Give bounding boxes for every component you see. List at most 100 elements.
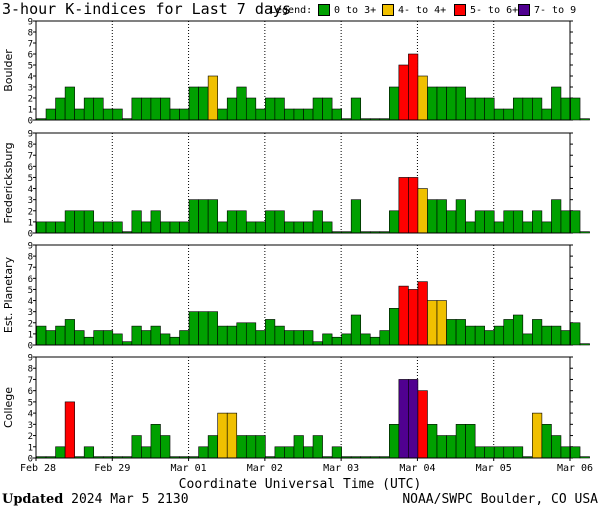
kindex-bar bbox=[112, 333, 123, 346]
kindex-bar bbox=[484, 446, 495, 459]
kindex-bar bbox=[350, 97, 362, 121]
y-tick-label: 4 bbox=[28, 73, 33, 83]
kindex-bar bbox=[579, 343, 590, 346]
kindex-bar bbox=[55, 221, 66, 234]
kindex-bar bbox=[274, 325, 285, 346]
updated-stamp: Updated 2024 Mar 5 2130 bbox=[2, 492, 189, 507]
y-tick-label: 3 bbox=[28, 196, 33, 206]
kindex-bar bbox=[245, 322, 257, 346]
kindex-bar bbox=[102, 330, 114, 346]
kindex-bar bbox=[226, 97, 238, 121]
kindex-bar bbox=[560, 210, 571, 234]
kindex-bar bbox=[226, 210, 238, 234]
kindex-bar bbox=[427, 199, 438, 234]
kindex-bar bbox=[446, 319, 457, 346]
kindex-chart: 0123456789Boulder0123456789Fredericksbur… bbox=[2, 18, 593, 475]
kindex-bar bbox=[217, 108, 228, 121]
y-tick-label: 2 bbox=[28, 432, 33, 442]
kindex-bar bbox=[83, 210, 95, 234]
kindex-bar bbox=[226, 412, 238, 459]
kindex-bar bbox=[236, 322, 247, 346]
y-tick-label: 4 bbox=[28, 185, 33, 195]
kindex-bar bbox=[179, 108, 190, 121]
y-tick-label: 2 bbox=[28, 319, 33, 329]
legend-item-red: 5- to 6+ bbox=[470, 5, 519, 16]
kindex-bar bbox=[293, 435, 304, 459]
kindex-bar bbox=[455, 86, 466, 121]
kindex-bar bbox=[93, 330, 104, 346]
kindex-bar bbox=[436, 199, 447, 234]
kindex-bar bbox=[455, 319, 466, 346]
kindex-bar bbox=[226, 325, 238, 346]
kindex-bar bbox=[141, 97, 152, 121]
kindex-bar bbox=[274, 210, 285, 234]
kindex-bar bbox=[284, 446, 295, 459]
kindex-bar bbox=[160, 435, 171, 459]
kindex-bar bbox=[389, 308, 400, 346]
kindex-bar bbox=[179, 330, 190, 346]
y-tick-label: 8 bbox=[28, 253, 33, 263]
kindex-bar bbox=[198, 199, 209, 234]
kindex-bar bbox=[570, 97, 581, 121]
kindex-bar bbox=[188, 311, 199, 346]
kindex-bar bbox=[427, 300, 438, 346]
kindex-bar bbox=[522, 221, 533, 234]
kindex-bar bbox=[503, 210, 514, 234]
kindex-bar bbox=[331, 336, 342, 346]
kindex-bar bbox=[560, 446, 571, 459]
kindex-bar bbox=[45, 108, 56, 121]
kindex-bar bbox=[474, 210, 485, 234]
kindex-bar bbox=[141, 446, 152, 459]
kindex-bar bbox=[484, 210, 495, 234]
kindex-bar bbox=[45, 330, 56, 346]
legend-swatch-green bbox=[318, 4, 330, 16]
kindex-bar bbox=[131, 210, 142, 234]
chart-title: 3-hour K-indices for Last 7 days bbox=[2, 0, 291, 18]
kindex-bar bbox=[398, 64, 409, 121]
kindex-bar bbox=[207, 199, 218, 234]
kindex-bar bbox=[331, 446, 342, 459]
kindex-bar bbox=[160, 333, 171, 346]
kindex-bar bbox=[312, 435, 323, 459]
y-tick-label: 5 bbox=[28, 286, 33, 296]
panel-border bbox=[35, 356, 571, 459]
y-tick-label: 3 bbox=[28, 421, 33, 431]
kindex-bar bbox=[274, 446, 285, 459]
kindex-bar bbox=[112, 221, 123, 234]
y-tick-label: 5 bbox=[28, 174, 33, 184]
y-tick-label: 0 bbox=[28, 342, 33, 352]
legend-label: Legend: bbox=[270, 5, 313, 16]
kindex-bar bbox=[350, 314, 362, 346]
kindex-bar bbox=[532, 97, 543, 121]
kindex-bar bbox=[408, 53, 419, 121]
kindex-bar bbox=[141, 330, 152, 346]
panel-label: Est. Planetary bbox=[2, 256, 15, 333]
kindex-bar bbox=[446, 86, 457, 121]
kindex-bar bbox=[131, 325, 142, 346]
kindex-bar bbox=[427, 86, 438, 121]
kindex-bar bbox=[322, 333, 333, 346]
kindex-bar bbox=[150, 424, 161, 459]
kindex-bar bbox=[169, 221, 180, 234]
kindex-bar bbox=[284, 330, 295, 346]
panel-border bbox=[35, 132, 571, 234]
kindex-bar bbox=[560, 97, 571, 121]
kindex-bar bbox=[55, 325, 66, 346]
kindex-bar bbox=[236, 435, 247, 459]
kindex-bar bbox=[322, 97, 333, 121]
kindex-bar bbox=[465, 221, 476, 234]
panel-label: Fredericksburg bbox=[2, 142, 15, 223]
kindex-bar bbox=[532, 412, 543, 459]
kindex-bar bbox=[455, 199, 466, 234]
x-tick-label: Mar 01 bbox=[171, 463, 207, 474]
y-tick-label: 5 bbox=[28, 398, 33, 408]
y-tick-label: 4 bbox=[28, 410, 33, 420]
kindex-bar bbox=[570, 210, 581, 234]
kindex-bar bbox=[169, 108, 180, 121]
kindex-bar bbox=[312, 97, 323, 121]
y-tick-label: 1 bbox=[28, 218, 33, 228]
kindex-bar bbox=[389, 210, 400, 234]
legend-swatch-yellow bbox=[382, 4, 394, 16]
kindex-bar bbox=[493, 221, 505, 234]
updated-value: 2024 Mar 5 2130 bbox=[71, 492, 189, 507]
